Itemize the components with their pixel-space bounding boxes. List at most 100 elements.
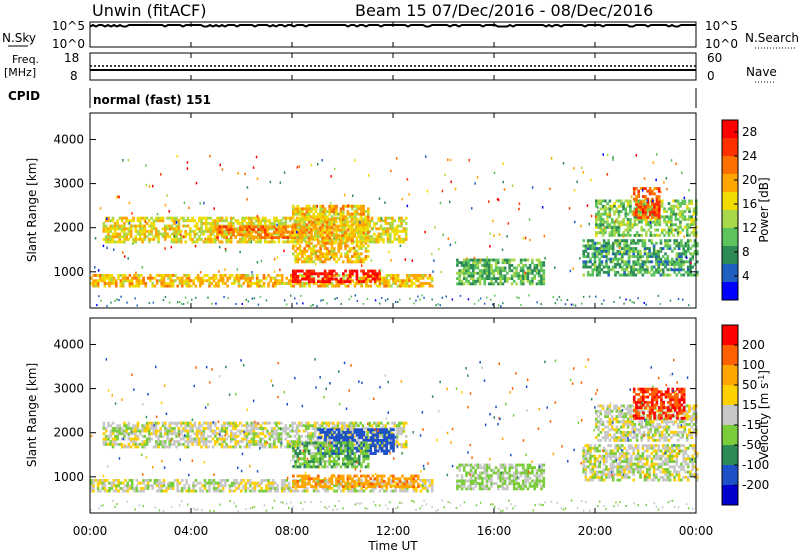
velocity-echo-cell (211, 429, 215, 433)
power-echo-cell (203, 274, 207, 277)
velocity-echo-cell (330, 487, 334, 490)
power-echo-cell (655, 270, 658, 274)
power-echo-cell (339, 280, 343, 284)
power-sparse-cell (492, 219, 494, 223)
power-ground-cell (552, 296, 555, 299)
power-echo-cell (216, 230, 219, 234)
velocity-echo-cell (380, 479, 384, 483)
power-echo-cell (210, 282, 213, 285)
power-echo-cell (319, 260, 322, 264)
power-echo-cell (373, 222, 376, 225)
power-echo-cell (515, 282, 518, 286)
velocity-echo-cell (102, 427, 106, 430)
power-echo-cell (141, 237, 144, 241)
power-sparse-cell (524, 271, 526, 275)
velocity-echo-cell (143, 429, 147, 433)
power-echo-cell (607, 252, 610, 256)
power-echo-cell (639, 216, 643, 220)
velocity-cells (90, 358, 699, 513)
power-echo-cell (615, 199, 619, 203)
velocity-echo-cell (378, 489, 382, 493)
power-echo-cell (680, 241, 683, 245)
power-echo-cell (143, 237, 147, 241)
power-echo-cell (326, 223, 329, 227)
power-echo-cell (607, 247, 610, 250)
velocity-echo-cell (284, 427, 287, 430)
power-echo-cell (598, 265, 601, 269)
velocity-echo-cell (296, 489, 300, 493)
power-echo-cell (609, 268, 613, 272)
velocity-echo-cell (271, 484, 275, 488)
power-echo-cell (326, 272, 329, 276)
velocity-echo-cell (214, 429, 217, 433)
power-sparse-cell (597, 206, 599, 209)
power-echo-cell (312, 260, 316, 264)
power-echo-cell (161, 227, 165, 231)
power-echo-cell (116, 232, 119, 236)
velocity-echo-cell (154, 442, 158, 446)
power-echo-cell (391, 229, 394, 233)
power-echo-cell (339, 207, 343, 211)
power-echo-cell (307, 231, 311, 235)
velocity-echo-cell (189, 434, 192, 438)
power-echo-cell (319, 231, 322, 235)
power-echo-cell (375, 235, 378, 239)
power-echo-cell (296, 274, 300, 278)
power-sparse-cell (670, 159, 673, 162)
power-echo-cell (332, 223, 336, 227)
power-echo-cell (483, 271, 486, 275)
power-echo-cell (204, 227, 208, 231)
velocity-echo-cell (234, 421, 237, 425)
power-echo-cell (686, 265, 690, 269)
power-echo-cell (140, 282, 143, 285)
power-echo-cell (386, 232, 390, 236)
power-echo-cell (296, 280, 300, 284)
power-echo-cell (598, 257, 601, 261)
velocity-echo-cell (344, 482, 347, 486)
velocity-echo-cell (290, 489, 293, 493)
velocity-echo-cell (390, 479, 393, 482)
power-echo-cell (185, 282, 188, 285)
power-ground-cell (366, 297, 369, 300)
power-echo-cell (506, 258, 509, 262)
velocity-echo-cell (364, 479, 368, 483)
power-echo-cell (351, 279, 354, 283)
power-echo-cell (598, 273, 601, 277)
velocity-echo-cell (405, 477, 409, 481)
velocity-echo-cell (291, 421, 294, 425)
power-echo-cell (136, 219, 140, 223)
power-echo-cell (652, 249, 656, 253)
power-echo-cell (360, 252, 363, 256)
velocity-echo-cell (289, 440, 292, 444)
power-echo-cell (508, 263, 511, 267)
velocity-echo-cell (250, 424, 253, 428)
power-echo-cell (517, 274, 521, 278)
velocity-echo-cell (269, 481, 273, 485)
velocity-echo-cell (207, 445, 210, 449)
power-echo-cell (540, 269, 543, 273)
power-echo-cell (273, 232, 276, 236)
power-echo-cell (617, 215, 621, 219)
power-echo-cell (667, 218, 671, 221)
velocity-echo-cell (136, 437, 140, 441)
velocity-echo-cell (202, 434, 206, 438)
power-echo-cell (259, 240, 262, 244)
power-echo-cell (227, 222, 231, 225)
power-echo-cell (140, 279, 143, 283)
power-echo-cell (211, 219, 215, 223)
power-echo-cell (675, 257, 679, 261)
velocity-echo-cell (92, 484, 95, 488)
velocity-echo-cell (262, 479, 266, 482)
velocity-echo-cell (143, 440, 147, 444)
velocity-echo-cell (194, 484, 198, 488)
power-ground-cell (645, 303, 647, 306)
power-echo-cell (659, 268, 663, 272)
power-echo-cell (398, 240, 401, 244)
power-echo-cell (377, 240, 381, 244)
power-echo-cell (307, 210, 311, 213)
power-echo-cell (396, 276, 400, 280)
power-sparse-cell (606, 173, 609, 176)
power-echo-cell (651, 204, 655, 208)
power-echo-cell (303, 277, 306, 281)
power-echo-cell (241, 228, 244, 231)
